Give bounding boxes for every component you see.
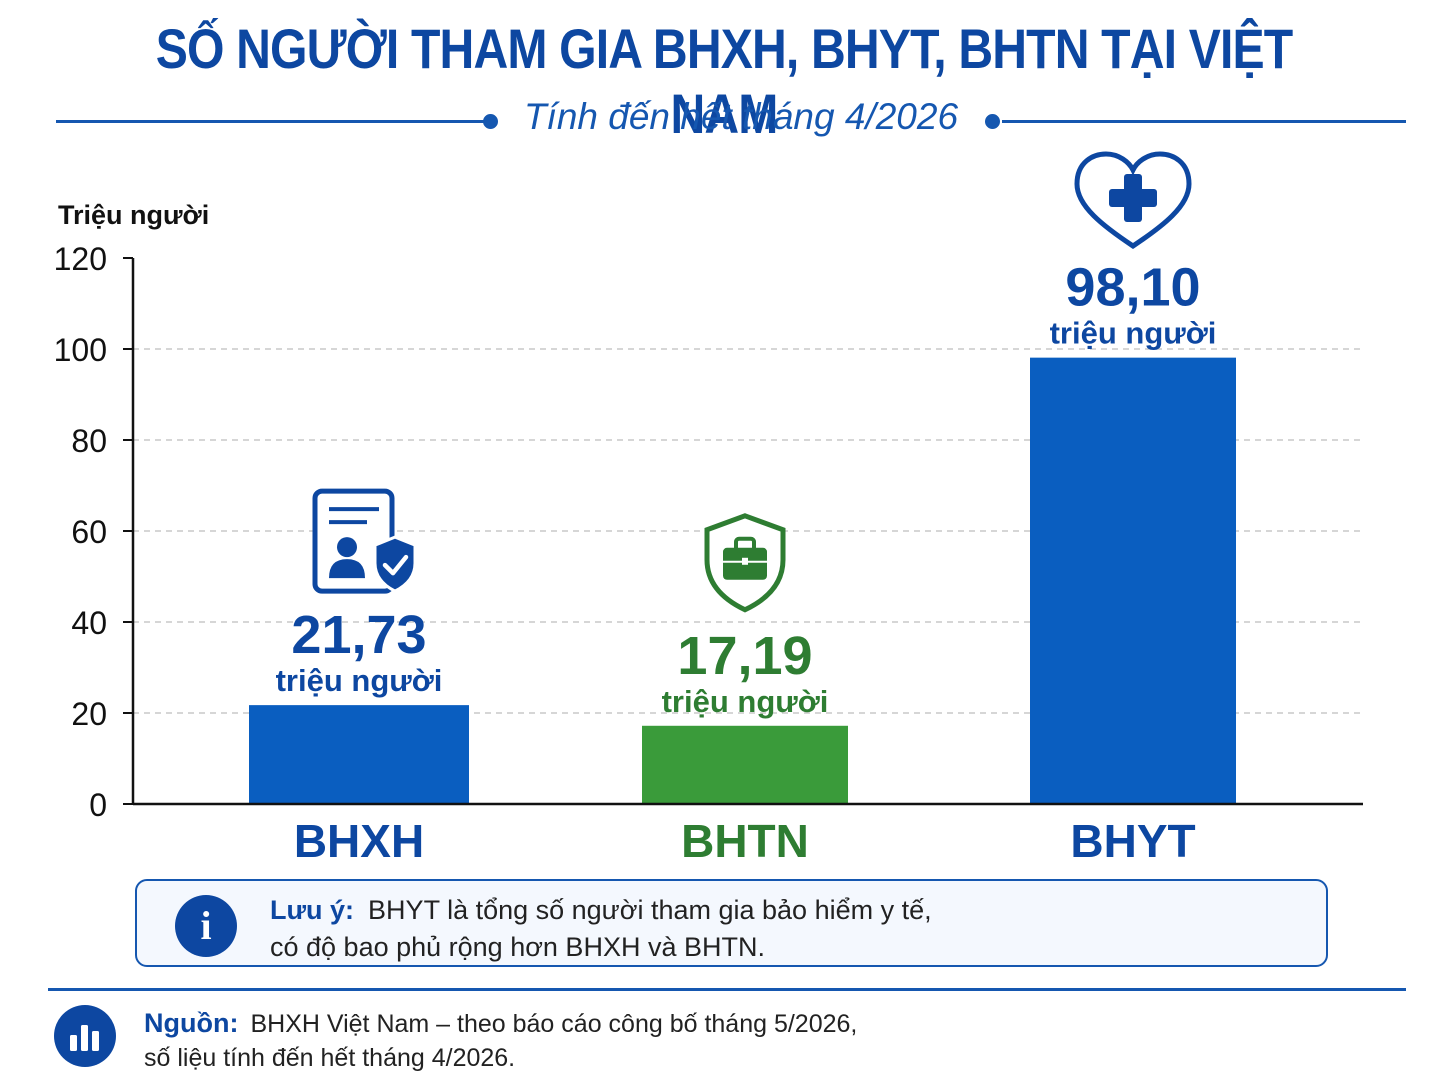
source-divider: [48, 988, 1406, 991]
note-text: Lưu ý: BHYT là tổng số người tham gia bảo…: [270, 892, 932, 966]
source-line-2: số liệu tính đến hết tháng 4/2026.: [144, 1044, 516, 1072]
subtitle-dot-right: [985, 114, 1000, 129]
category-label: BHYT: [1070, 815, 1195, 867]
subtitle-rule-right: [1002, 120, 1406, 123]
y-tick-label: 20: [71, 696, 107, 732]
unit-label: triệu người: [1050, 316, 1217, 351]
bar-bhxh: [249, 705, 469, 804]
note-line-1: BHYT là tổng số người tham gia bảo hiểm …: [368, 895, 932, 925]
y-tick-label: 120: [54, 241, 107, 277]
bar-bhtn: [642, 725, 848, 804]
y-axis-label: Triệu người: [58, 200, 209, 230]
briefcase-shield-icon: [704, 513, 786, 613]
source-label: Nguồn:: [144, 1008, 239, 1038]
subtitle-row: Tính đến hết tháng 4/2026: [56, 96, 1406, 146]
value-label: 17,19: [677, 626, 812, 686]
y-tick-label: 0: [89, 787, 107, 823]
value-label: 98,10: [1065, 258, 1200, 318]
y-tick-label: 40: [71, 605, 107, 641]
info-icon: i: [175, 895, 237, 957]
bars: [249, 357, 1236, 804]
category-label: BHXH: [294, 815, 424, 867]
source-line-1: BHXH Việt Nam – theo báo cáo công bố thá…: [250, 1010, 858, 1038]
unit-label: triệu người: [276, 663, 443, 698]
y-tick-label: 60: [71, 514, 107, 550]
subtitle-rule-left: [56, 120, 486, 123]
note-line-2: có độ bao phủ rộng hơn BHXH và BHTN.: [270, 932, 765, 962]
page-title: SỐ NGƯỜI THAM GIA BHXH, BHYT, BHTN TẠI V…: [155, 17, 1293, 145]
y-tick-label: 100: [54, 332, 107, 368]
subtitle: Tính đến hết tháng 4/2026: [523, 96, 959, 137]
heart-plus-icon: [1074, 151, 1192, 250]
category-labels: BHXH BHTN BHYT: [294, 815, 1196, 867]
id-card-shield-icon: [312, 488, 417, 594]
note-box: i Lưu ý: BHYT là tổng số người tham gia b…: [135, 879, 1328, 967]
bar-chart-icon: [54, 1005, 116, 1067]
y-tick-label: 80: [71, 423, 107, 459]
bar-bhyt: [1030, 357, 1236, 804]
bar-icons: [312, 151, 1192, 613]
source-text: Nguồn: BHXH Việt Nam – theo báo cáo công …: [144, 1006, 857, 1075]
value-label: 21,73: [291, 605, 426, 665]
note-label: Lưu ý:: [270, 895, 355, 925]
y-tick-labels: 0 20 40 60 80 100 120: [54, 241, 133, 823]
category-label: BHTN: [681, 815, 809, 867]
subtitle-dot-left: [483, 114, 498, 129]
unit-label: triệu người: [662, 684, 829, 719]
